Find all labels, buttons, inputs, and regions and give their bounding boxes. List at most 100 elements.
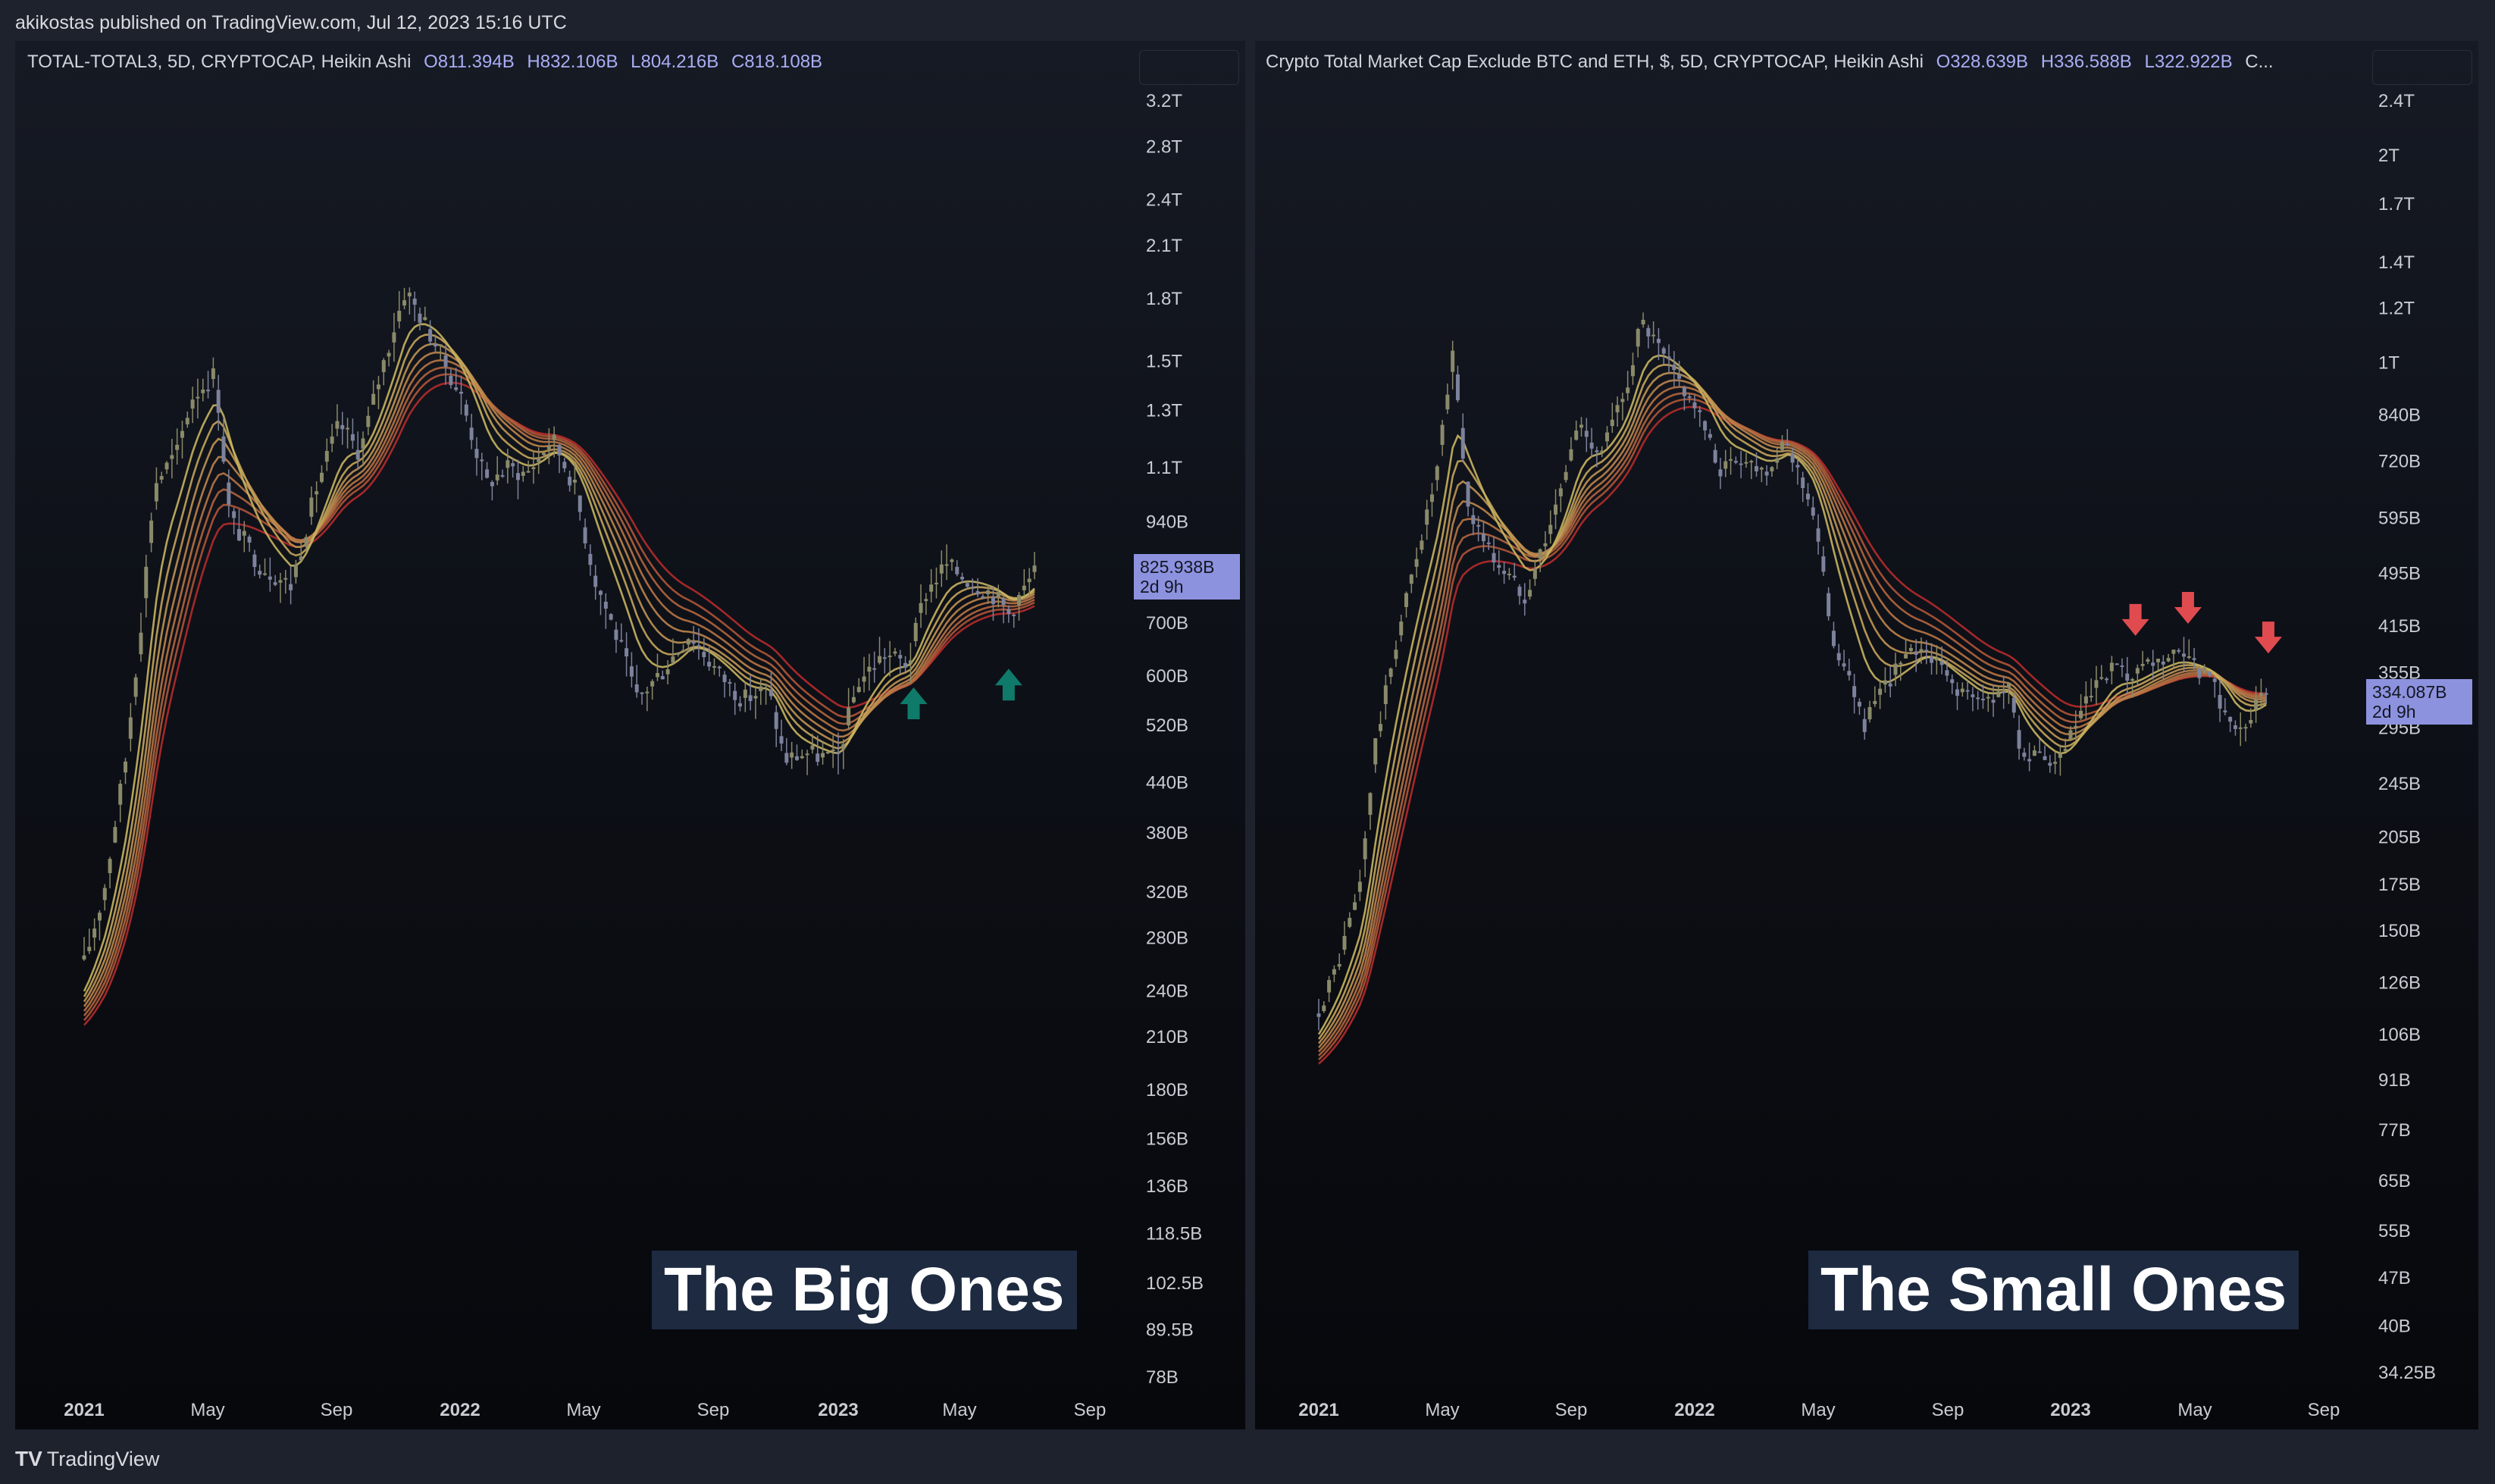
y-tick-label: 415B — [2378, 616, 2421, 637]
x-tick-label: May — [190, 1400, 224, 1420]
candle-body — [537, 457, 541, 462]
chart-panel-small-ones[interactable]: 2.4T 2T 1.7T 1.4T 1.2T 1T 840B 720B 595B 495B 415B… — [1255, 41, 2478, 1429]
candle-body — [1801, 477, 1805, 488]
candle-body — [893, 651, 897, 654]
candle-body — [2120, 665, 2124, 668]
candle-body — [2177, 650, 2181, 652]
candle-body — [753, 696, 758, 699]
x-tick-label: Sep — [2308, 1400, 2340, 1420]
candle-body — [2140, 663, 2145, 666]
legend-symbol[interactable]: TOTAL-TOTAL3, 5D, CRYPTOCAP, Heikin Ashi — [27, 52, 412, 72]
candle-body — [1960, 688, 1964, 693]
legend-symbol[interactable]: Crypto Total Market Cap Exclude BTC and … — [1266, 52, 1924, 72]
candle-body — [1883, 680, 1887, 685]
candle-body — [1991, 700, 1996, 703]
ribbon-ema-line — [1318, 379, 2267, 1049]
chart-settings-box[interactable] — [1139, 50, 1239, 85]
candle-body — [381, 360, 386, 372]
candle-body — [293, 564, 298, 578]
candle-body — [1492, 553, 1496, 563]
candle-body — [397, 311, 402, 322]
candle-body — [1512, 575, 1517, 578]
candle-body — [1790, 453, 1795, 463]
candle-body — [1703, 421, 1708, 430]
candle-body — [629, 666, 634, 677]
candle-body — [728, 681, 732, 684]
candle-body — [324, 450, 329, 462]
candle-body — [1032, 565, 1037, 572]
candle-body — [924, 599, 928, 602]
candle-body — [2022, 753, 2027, 757]
candle-body — [464, 404, 468, 416]
y-tick-label: 1.2T — [2378, 299, 2415, 319]
candle-body — [1517, 587, 1522, 596]
chart-canvas-small-ones[interactable]: 2.4T 2T 1.7T 1.4T 1.2T 1T 840B 720B 595B 495B 415B… — [1255, 41, 2478, 1429]
x-tick-label: 2021 — [64, 1400, 104, 1420]
candle-body — [1337, 964, 1341, 967]
candle-body — [1332, 969, 1336, 975]
candle-body — [1744, 462, 1748, 464]
y-tick-label: 34.25B — [2378, 1363, 2436, 1383]
candle-body — [2238, 727, 2243, 729]
candle-body — [144, 566, 149, 599]
y-tick-label: 1.8T — [1146, 289, 1182, 309]
candle-body — [1589, 443, 1594, 449]
x-tick-label: May — [566, 1400, 600, 1420]
y-tick-label: 136B — [1146, 1176, 1188, 1197]
candle-body — [2094, 680, 2099, 688]
candle-body — [2249, 719, 2253, 724]
candle-body — [1945, 670, 1949, 676]
candle-body — [139, 632, 143, 655]
y-tick-label: 180B — [1146, 1080, 1188, 1100]
candle-body — [185, 418, 189, 424]
candle-body — [1831, 631, 1836, 647]
candle-body — [149, 520, 154, 543]
candle-body — [283, 578, 288, 580]
candle-body — [1445, 394, 1450, 410]
candle-body — [232, 511, 236, 518]
candle-body — [1976, 697, 1980, 700]
y-tick-label: 77B — [2378, 1120, 2411, 1141]
y-tick-label: 55B — [2378, 1221, 2411, 1241]
candle-body — [438, 344, 443, 346]
candle-body — [552, 434, 556, 440]
legend-high: H832.106B — [527, 52, 618, 72]
candle-body — [252, 554, 257, 568]
candle-body — [1914, 651, 1918, 655]
candle-body — [309, 497, 314, 517]
candle-body — [717, 666, 722, 668]
candle-body — [1729, 459, 1733, 461]
candle-body — [784, 753, 789, 763]
y-tick-label: 1.5T — [1146, 352, 1182, 372]
candle-body — [2017, 730, 2021, 749]
chart-title-box: The Small Ones — [1808, 1251, 2299, 1329]
candle-body — [402, 300, 407, 306]
candle-body — [2027, 759, 2032, 762]
x-tick-label: 2022 — [1674, 1400, 1714, 1420]
chart-settings-box[interactable] — [2372, 50, 2472, 85]
y-tick-label: 1.4T — [2378, 252, 2415, 273]
y-tick-label: 520B — [1146, 715, 1188, 736]
candle-body — [1001, 598, 1006, 606]
candle-body — [315, 491, 319, 495]
candle-body — [236, 529, 241, 541]
candle-body — [588, 553, 593, 565]
y-tick-label: 700B — [1146, 613, 1188, 634]
candle-body — [1723, 461, 1728, 469]
candle-body — [1656, 339, 1661, 343]
candle-body — [898, 655, 903, 659]
ribbon-ema-line — [83, 323, 1035, 992]
candle-body — [1986, 697, 1990, 699]
chart-panel-big-ones[interactable]: 3.2T 2.8T 2.4T 2.1T 1.8T 1.5T 1.3T 1.1T 940B 700B… — [15, 41, 1245, 1429]
candle-body — [371, 393, 376, 405]
bar-countdown: 2d 9h — [2372, 702, 2416, 722]
candle-body — [562, 462, 567, 468]
candle-body — [526, 471, 531, 473]
footer-brand[interactable]: TV TradingView — [15, 1442, 159, 1476]
chart-canvas-big-ones[interactable]: 3.2T 2.8T 2.4T 2.1T 1.8T 1.5T 1.3T 1.1T 940B 700B… — [15, 41, 1245, 1429]
candle-body — [319, 472, 324, 482]
candle-body — [247, 537, 252, 543]
candle-body — [366, 415, 371, 427]
candle-body — [1888, 683, 1892, 687]
candle-body — [242, 531, 246, 536]
